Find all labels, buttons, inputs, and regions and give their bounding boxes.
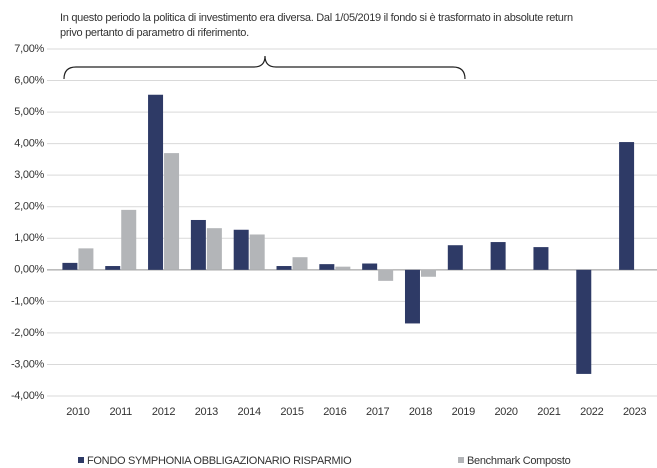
- x-tick-label: 2018: [409, 406, 432, 418]
- bar: [206, 228, 222, 270]
- y-tick-label: 6,00%: [14, 74, 44, 86]
- x-tick-label: 2012: [152, 406, 175, 418]
- bar: [319, 264, 335, 270]
- bar: [190, 219, 206, 270]
- bar: [121, 209, 137, 270]
- legend-swatch: [78, 457, 84, 463]
- x-tick-label: 2017: [366, 406, 389, 418]
- x-tick-label: 2013: [195, 406, 218, 418]
- x-tick-label: 2011: [109, 406, 132, 418]
- y-tick-label: -3,00%: [11, 358, 45, 370]
- y-tick-label: -1,00%: [11, 295, 45, 307]
- y-tick-label: 3,00%: [14, 169, 44, 181]
- bar: [420, 269, 436, 277]
- annotation: privo pertanto di parametro di riferimen…: [60, 27, 249, 39]
- y-tick-label: 2,00%: [14, 201, 44, 213]
- x-tick-label: 2010: [66, 406, 89, 418]
- bar: [148, 94, 164, 270]
- x-tick-label: 2014: [238, 406, 261, 418]
- brace: [63, 55, 466, 80]
- bar: [62, 262, 78, 270]
- bar: [447, 245, 463, 270]
- x-tick-label: 2020: [494, 406, 517, 418]
- bar: [233, 229, 249, 270]
- x-tick-label: 2022: [580, 406, 603, 418]
- y-tick-label: 0,00%: [14, 264, 44, 276]
- y-tick-label: -4,00%: [11, 390, 45, 402]
- legend-label: FONDO SYMPHONIA OBBLIGAZIONARIO RISPARMI…: [87, 455, 352, 467]
- bar: [362, 263, 378, 270]
- bar: [105, 266, 121, 270]
- bar: [78, 248, 94, 270]
- y-tick-label: 4,00%: [14, 138, 44, 150]
- bar: [276, 266, 292, 270]
- bar: [533, 247, 549, 270]
- x-tick-label: 2016: [323, 406, 346, 418]
- annotation: In questo periodo la politica di investi…: [60, 12, 573, 24]
- bar: [619, 142, 635, 270]
- y-tick-label: 5,00%: [14, 106, 44, 118]
- bar: [576, 269, 592, 374]
- x-tick-label: 2019: [452, 406, 475, 418]
- legend-label: Benchmark Composto: [467, 455, 571, 467]
- y-tick-label: 7,00%: [14, 43, 44, 55]
- bar: [490, 242, 506, 270]
- bar: [404, 269, 420, 324]
- bar: [292, 257, 308, 270]
- x-tick-label: 2023: [623, 406, 646, 418]
- legend-swatch: [458, 457, 464, 463]
- x-tick-label: 2021: [537, 406, 560, 418]
- bar: [249, 234, 265, 270]
- bar: [164, 153, 180, 270]
- y-tick-label: -2,00%: [11, 327, 45, 339]
- x-tick-label: 2015: [280, 406, 303, 418]
- y-tick-label: 1,00%: [14, 232, 44, 244]
- bar: [378, 269, 394, 281]
- bar: [335, 266, 351, 270]
